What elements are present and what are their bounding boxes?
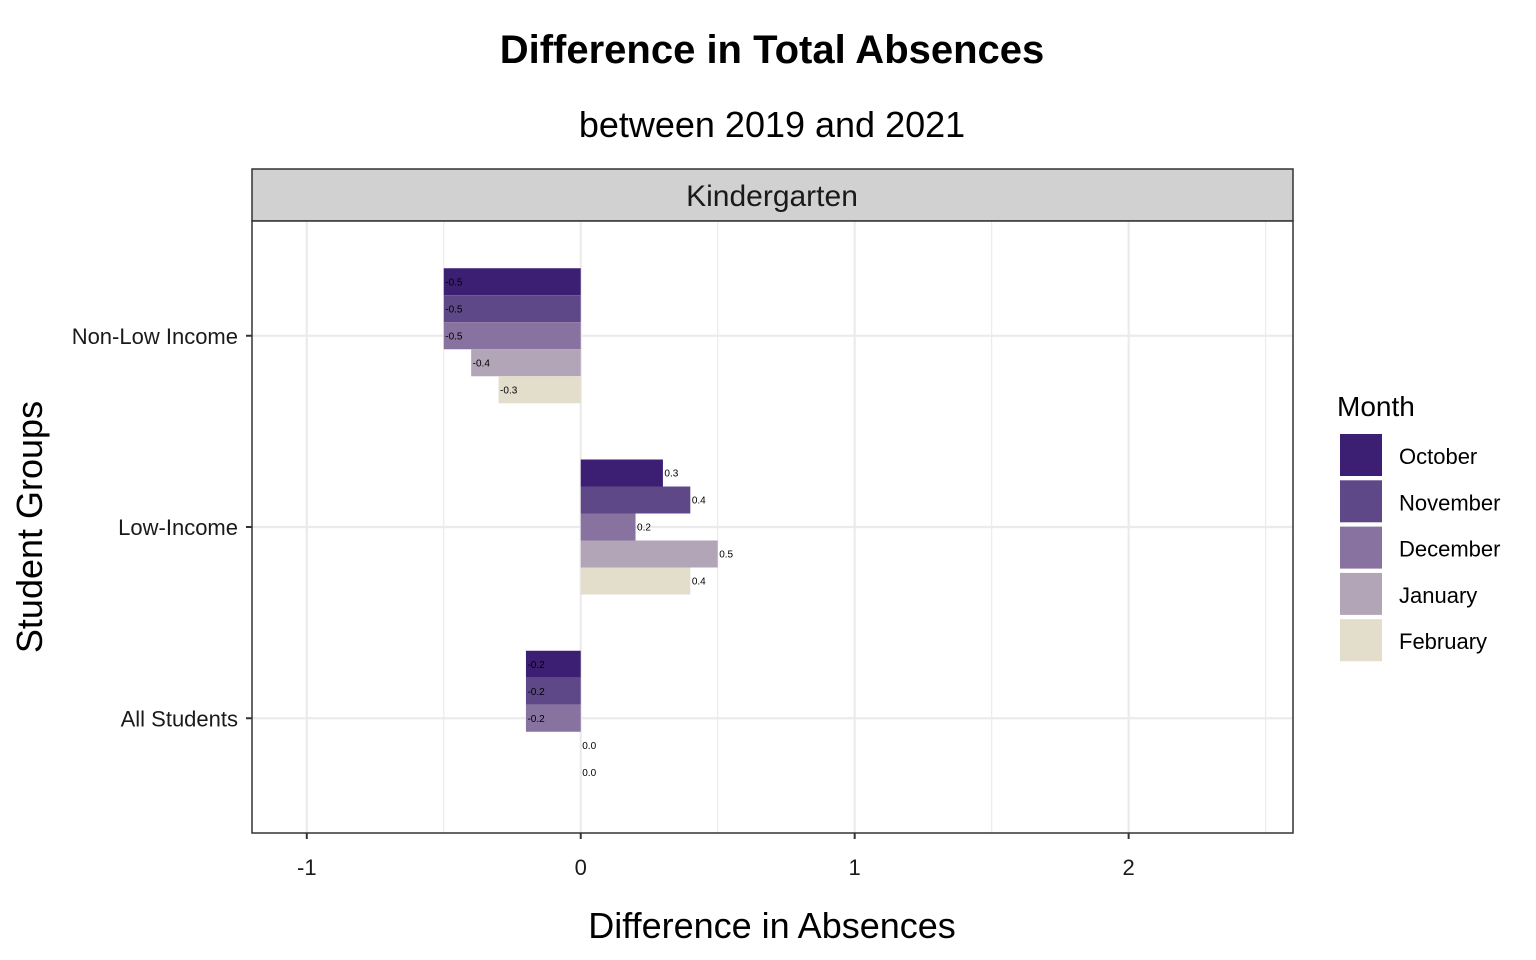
bar bbox=[525, 704, 581, 732]
y-tick-label: Low-Income bbox=[118, 515, 238, 540]
bar bbox=[443, 268, 581, 296]
x-axis: -1 0 1 2 bbox=[297, 833, 1135, 880]
chart-subtitle: between 2019 and 2021 bbox=[579, 104, 965, 145]
bar-value-label: -0.2 bbox=[527, 714, 545, 725]
bar-value-label: 0.0 bbox=[582, 768, 596, 779]
x-tick-label: 0 bbox=[575, 855, 587, 880]
bar bbox=[471, 349, 581, 377]
bar bbox=[580, 459, 663, 487]
bar-value-label: -0.2 bbox=[527, 687, 545, 698]
bar bbox=[525, 650, 581, 678]
y-axis: Non-Low Income Low-Income All Students bbox=[72, 324, 252, 731]
bar-value-label: 0.4 bbox=[692, 577, 706, 588]
legend-title: Month bbox=[1337, 391, 1415, 422]
legend-label: February bbox=[1399, 629, 1487, 654]
y-tick-label: All Students bbox=[121, 706, 238, 731]
bar-value-label: 0.0 bbox=[582, 741, 596, 752]
bar-value-label: -0.5 bbox=[445, 277, 463, 288]
x-axis-title: Difference in Absences bbox=[588, 905, 956, 946]
bar bbox=[498, 376, 581, 404]
facet-label: Kindergarten bbox=[686, 180, 858, 213]
legend-swatch bbox=[1340, 572, 1382, 615]
plot-panel: -0.5 -0.5 -0.5 -0.4 -0.3 0.3 0.4 0.2 0.5 0.4 -0.2 -… bbox=[251, 220, 1294, 834]
legend-swatch bbox=[1340, 526, 1382, 569]
facet-strip: Kindergarten bbox=[251, 168, 1294, 222]
legend-label: October bbox=[1399, 444, 1477, 469]
bar bbox=[443, 295, 581, 323]
bar-value-label: -0.4 bbox=[473, 358, 491, 369]
bar bbox=[580, 567, 691, 595]
bar-value-label: -0.2 bbox=[527, 660, 545, 671]
bar-value-label: 0.5 bbox=[719, 550, 733, 561]
x-tick-label: -1 bbox=[297, 855, 317, 880]
bar-value-label: -0.3 bbox=[500, 385, 518, 396]
bar-value-label: 0.3 bbox=[664, 469, 678, 480]
y-tick-label: Non-Low Income bbox=[72, 324, 238, 349]
legend-swatch bbox=[1340, 434, 1382, 476]
legend: Month October November December January Febr… bbox=[1337, 391, 1500, 662]
bar-value-label: -0.5 bbox=[445, 331, 463, 342]
bar-value-label: 0.2 bbox=[637, 523, 651, 534]
bar-value-label: 0.4 bbox=[692, 496, 706, 507]
x-tick-label: 2 bbox=[1123, 855, 1135, 880]
legend-label: December bbox=[1399, 537, 1500, 562]
legend-label: January bbox=[1399, 583, 1477, 608]
legend-label: November bbox=[1399, 490, 1500, 515]
x-tick-label: 1 bbox=[849, 855, 861, 880]
bar bbox=[580, 540, 718, 568]
legend-swatch bbox=[1340, 480, 1382, 523]
bars: -0.5 -0.5 -0.5 -0.4 -0.3 0.3 0.4 0.2 0.5 0.4 -0.2 -… bbox=[443, 268, 734, 779]
bar bbox=[525, 677, 581, 705]
y-axis-title: Student Groups bbox=[9, 401, 50, 653]
legend-swatch bbox=[1340, 619, 1382, 662]
bar bbox=[580, 513, 636, 541]
bar bbox=[443, 322, 581, 350]
bar-value-label: -0.5 bbox=[445, 304, 463, 315]
bar bbox=[580, 486, 691, 514]
chart-title: Difference in Total Absences bbox=[500, 28, 1045, 72]
